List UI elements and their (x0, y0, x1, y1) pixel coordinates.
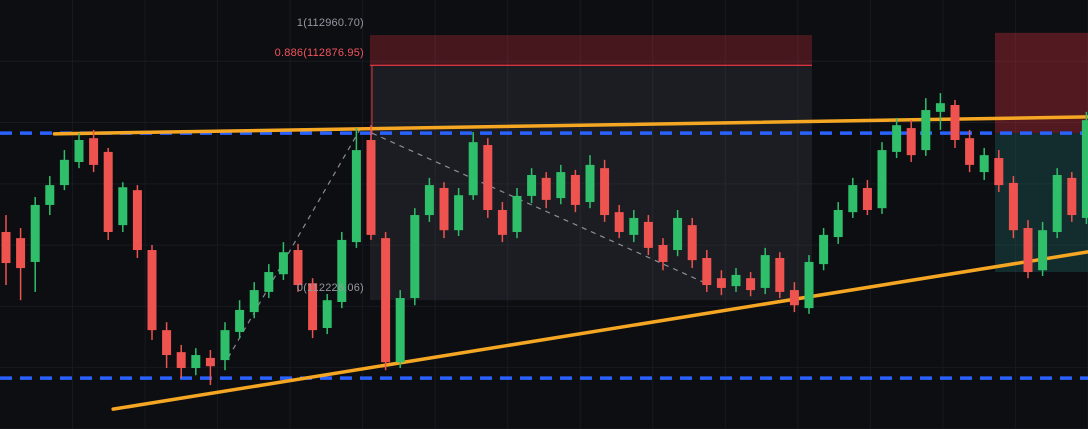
candle-body (848, 185, 858, 213)
dashed-segment[interactable] (371, 132, 706, 284)
upper-trendline[interactable] (52, 115, 1088, 136)
candle-body (468, 142, 478, 196)
candle-body (1008, 182, 1018, 231)
candle-body (731, 274, 741, 287)
trendlines-orange[interactable] (52, 115, 1088, 411)
candle-body (512, 195, 522, 232)
candle-body (965, 138, 975, 165)
candle-body (424, 185, 434, 216)
candle-body (906, 128, 916, 156)
candle-body (979, 155, 989, 173)
candle-body (89, 138, 99, 165)
candle-body (570, 174, 580, 205)
candle-body (629, 217, 639, 235)
candle-body (366, 139, 376, 235)
candle-body (59, 159, 69, 186)
candle-body (395, 298, 405, 363)
candle-body (118, 187, 128, 226)
candle-body (789, 290, 799, 306)
candle-body (819, 234, 829, 265)
candle-body (833, 209, 843, 238)
candle-body (497, 209, 507, 235)
candle-body (439, 187, 449, 231)
candle-body (877, 150, 887, 209)
candle-body (804, 261, 814, 309)
candle-body (643, 221, 653, 248)
candle-body (556, 172, 566, 199)
fib-band[interactable] (369, 35, 812, 66)
candle-body (1038, 230, 1048, 271)
candle-body (1067, 177, 1077, 216)
candle-body (687, 225, 697, 261)
candle-body (249, 290, 259, 313)
candle-body (16, 238, 26, 269)
lower-trendline[interactable] (111, 250, 1088, 411)
candle-body (381, 238, 391, 363)
candle-body (337, 239, 347, 302)
candle-body (483, 145, 493, 210)
candle-body (994, 158, 1004, 186)
candle-body (541, 177, 551, 200)
candle-body (176, 352, 186, 369)
candle-body (30, 204, 40, 262)
candle-body (351, 150, 361, 243)
candle-body (921, 110, 931, 151)
candle-body (293, 250, 303, 286)
candle-body (322, 300, 332, 328)
candle-body (74, 139, 84, 163)
candle-body (235, 309, 245, 332)
candle-body (892, 125, 902, 152)
candle-body (1052, 174, 1062, 232)
candle-body (673, 217, 683, 251)
candle-body (205, 357, 215, 367)
candle-body (278, 252, 288, 275)
candle-body (950, 104, 960, 140)
candle-body (308, 283, 318, 331)
candle-body (658, 244, 668, 262)
candle-body (585, 164, 595, 203)
candle-body (775, 257, 785, 292)
candle-body (132, 190, 142, 251)
candle-body (162, 330, 172, 356)
candles-layer (1, 93, 1088, 385)
candle-body (760, 255, 770, 288)
candle-body (191, 355, 201, 369)
candle-body (147, 250, 157, 331)
candle-body (746, 278, 756, 291)
candle-body (527, 174, 537, 196)
candle-body (103, 151, 113, 232)
candle-body (454, 195, 464, 231)
candle-body (935, 103, 945, 112)
candle-body (600, 168, 610, 216)
candle-body (264, 272, 274, 292)
candle-body (614, 212, 624, 232)
dashed-trend-segments[interactable] (227, 125, 706, 359)
candle-body (220, 330, 230, 361)
candle-body (410, 215, 420, 299)
candle-body (1023, 228, 1033, 273)
candle-body (702, 257, 712, 286)
candle-body (716, 278, 726, 288)
dashed-segment[interactable] (227, 125, 363, 359)
candle-body (1, 231, 11, 264)
candle-body (862, 187, 872, 210)
candle-body (45, 185, 55, 205)
candle-body (1081, 120, 1088, 218)
